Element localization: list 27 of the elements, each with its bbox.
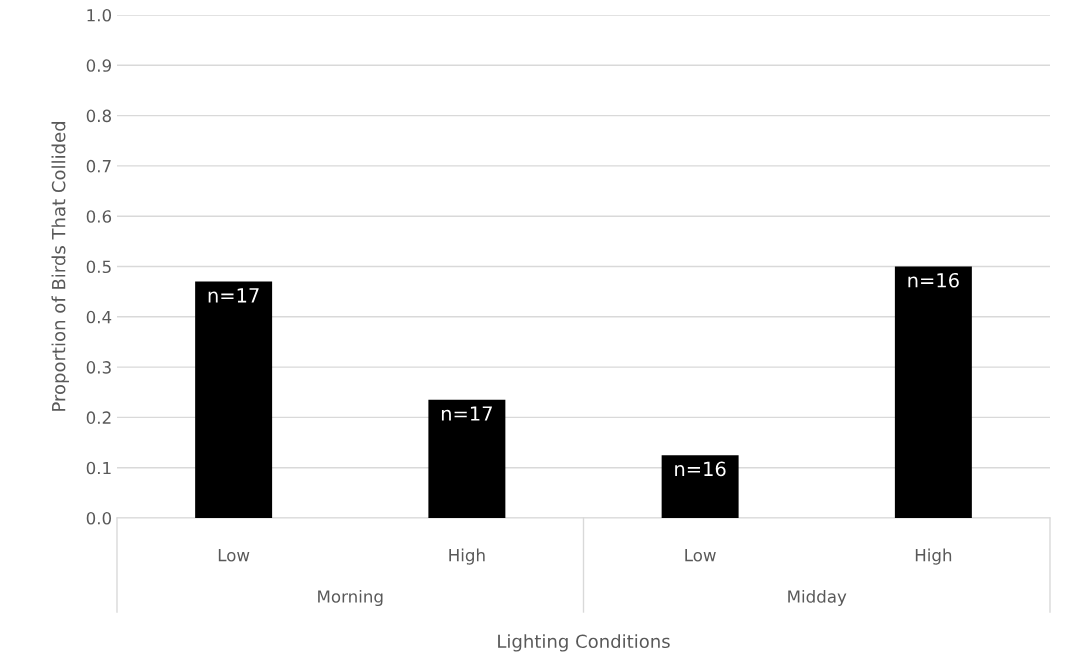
x-axis-title: Lighting Conditions (498, 634, 670, 652)
y-tick-label: 0.9 (86, 59, 111, 72)
annotation: n=17 (208, 288, 259, 303)
y-tick-label: 0.1 (86, 461, 111, 475)
x-tick-label: High (449, 548, 485, 565)
y-tick-label: 0.7 (86, 159, 111, 173)
bar (894, 266, 972, 518)
annotation: n=16 (908, 272, 959, 288)
y-tick-label: 1.0 (87, 8, 112, 22)
y-tick-label: 0.6 (86, 210, 112, 223)
x-tick-label: Low (218, 549, 250, 562)
annotation: n=16 (675, 461, 726, 477)
x-tick-label: High (915, 548, 952, 565)
y-tick-label: 0.0 (86, 511, 112, 525)
bar (195, 281, 273, 518)
y-tick-label: 0.2 (86, 411, 111, 424)
y-tick-label: 0.4 (86, 310, 112, 324)
y-tick-label: 0.3 (86, 361, 111, 374)
bar (428, 399, 506, 518)
text: Morning (318, 589, 383, 607)
bar (661, 455, 739, 518)
annotation: n=17 (441, 406, 492, 421)
y-tick-label: 0.5 (86, 260, 111, 274)
x-tick-label: Low (685, 549, 716, 562)
y-axis-title: Proportion of Birds That Collided (51, 122, 69, 411)
text: Midday (788, 589, 847, 607)
y-tick-label: 0.8 (86, 109, 111, 123)
